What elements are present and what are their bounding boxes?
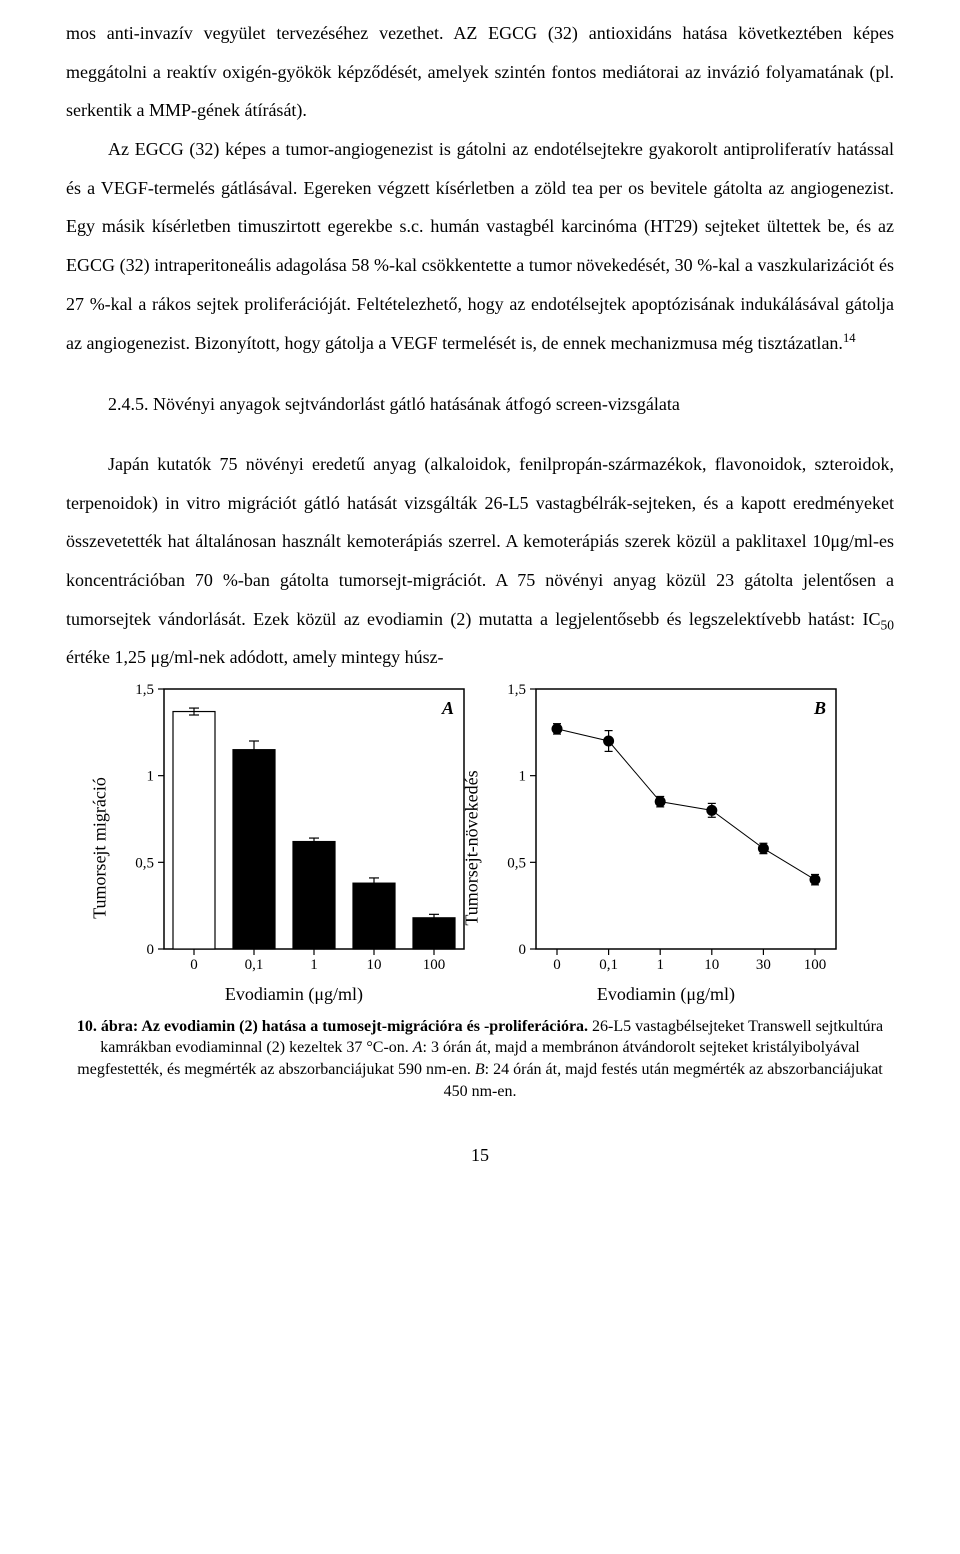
paragraph-2-text: Az EGCG (32) képes a tumor-angiogenezist… [66, 139, 894, 352]
svg-text:100: 100 [423, 957, 446, 973]
svg-text:1,5: 1,5 [135, 683, 154, 698]
reference-14: 14 [843, 331, 856, 345]
svg-text:0,5: 0,5 [507, 855, 526, 871]
svg-text:1: 1 [656, 957, 664, 973]
panel-a-xlabel: Evodiamin (μg/ml) [120, 975, 468, 1014]
svg-text:10: 10 [367, 957, 382, 973]
paragraph-3b: értéke 1,25 μg/ml-nek adódott, amely min… [66, 647, 444, 667]
svg-text:1: 1 [147, 769, 155, 785]
panel-b-label: B [814, 689, 826, 728]
panel-a-label: A [442, 689, 454, 728]
figure-10: Tumorsejt migráció A 00,511,500,1110100 … [66, 683, 894, 1014]
svg-text:1,5: 1,5 [507, 683, 526, 698]
svg-text:0,1: 0,1 [245, 957, 264, 973]
section-heading: 2.4.5. Növényi anyagok sejtvándorlást gá… [108, 390, 894, 419]
svg-text:0,1: 0,1 [599, 957, 618, 973]
panel-a-ylabel: Tumorsejt migráció [81, 778, 120, 920]
body-text-block-2: Japán kutatók 75 növényi eredetű anyag (… [66, 445, 894, 677]
panel-b-ylabel: Tumorsejt-növekedés [453, 771, 492, 926]
svg-text:100: 100 [804, 957, 827, 973]
panel-b: Tumorsejt-növekedés B 00,511,500,1110301… [492, 683, 840, 1014]
panel-a: Tumorsejt migráció A 00,511,500,1110100 … [120, 683, 468, 1014]
figure-caption: 10. ábra: Az evodiamin (2) hatása a tumo… [66, 1016, 894, 1102]
svg-text:0: 0 [519, 942, 527, 958]
svg-text:0: 0 [553, 957, 561, 973]
svg-text:0: 0 [190, 957, 198, 973]
panel-b-chart: 0 0,5 1 1,5 0 0,1 1 10 30 100 [492, 683, 840, 977]
ic50-sub: 50 [881, 617, 895, 632]
paragraph-2: Az EGCG (32) képes a tumor-angiogenezist… [66, 130, 894, 362]
panel-b-xlabel: Evodiamin (μg/ml) [492, 975, 840, 1014]
caption-lead: 10. ábra: Az evodiamin (2) hatása a tumo… [77, 1018, 588, 1035]
svg-text:0,5: 0,5 [135, 855, 154, 871]
svg-text:1: 1 [519, 769, 527, 785]
paragraph-1: mos anti-invazív vegyület tervezéséhez v… [66, 14, 894, 130]
panel-a-chart: 0 0,5 1 1,5 0 0,1 1 10 100 [120, 683, 468, 977]
svg-text:1: 1 [310, 957, 318, 973]
page-number: 15 [66, 1136, 894, 1175]
paragraph-3: Japán kutatók 75 növényi eredetű anyag (… [66, 445, 894, 677]
svg-text:0: 0 [147, 942, 155, 958]
body-text-block-1: mos anti-invazív vegyület tervezéséhez v… [66, 14, 894, 362]
svg-text:10: 10 [704, 957, 719, 973]
paragraph-3a: Japán kutatók 75 növényi eredetű anyag (… [66, 454, 894, 629]
svg-text:30: 30 [756, 957, 771, 973]
